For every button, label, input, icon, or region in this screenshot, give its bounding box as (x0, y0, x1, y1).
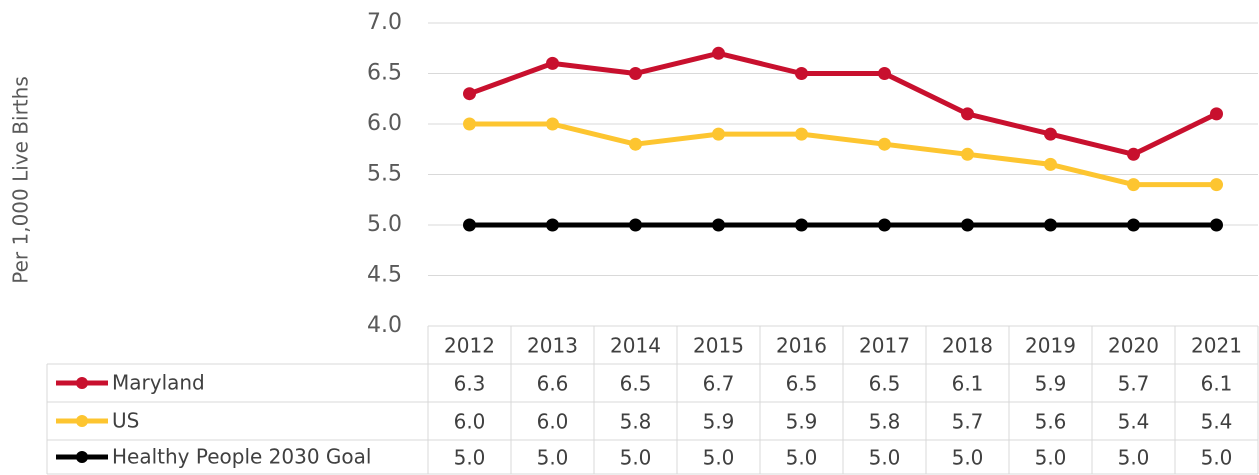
table-value: 5.0 (537, 446, 569, 470)
series-marker (1044, 127, 1057, 141)
table-value: 5.0 (703, 446, 735, 470)
series-marker (795, 127, 808, 141)
legend-marker (76, 377, 88, 389)
table-value: 5.9 (786, 410, 818, 434)
x-tick-label: 2014 (610, 334, 661, 358)
series-marker (463, 87, 476, 101)
table-value: 5.0 (786, 446, 818, 470)
series-marker (795, 67, 808, 80)
table-value: 5.7 (952, 410, 984, 434)
table-value: 5.0 (1118, 446, 1150, 470)
legend-marker (76, 415, 88, 427)
table-value: 5.8 (869, 410, 901, 434)
y-tick-label: 4.0 (367, 313, 402, 338)
series-marker (463, 218, 476, 232)
table-value: 5.4 (1201, 410, 1233, 434)
x-tick-label: 2021 (1191, 334, 1242, 358)
series-marker (546, 218, 559, 232)
series-marker (1044, 218, 1057, 232)
table-value: 5.0 (454, 446, 486, 470)
series-marker (1210, 107, 1223, 121)
series-marker (1210, 218, 1223, 232)
table-value: 5.6 (1035, 410, 1067, 434)
series-marker (629, 218, 642, 232)
series-marker (1127, 178, 1140, 192)
y-tick-label: 6.0 (367, 111, 402, 136)
series-marker (878, 218, 891, 232)
series-marker (712, 218, 725, 232)
table-value: 5.8 (620, 410, 652, 434)
series-marker (1210, 178, 1223, 192)
x-tick-label: 2019 (1025, 334, 1076, 358)
table-value: 6.0 (454, 410, 486, 434)
y-tick-label: 7.0 (367, 10, 402, 35)
series-marker (961, 147, 974, 161)
x-tick-label: 2020 (1108, 334, 1159, 358)
table-value: 5.0 (1201, 446, 1233, 470)
table-value: 5.9 (1035, 372, 1067, 396)
series-marker (712, 46, 725, 60)
y-tick-label: 4.5 (367, 263, 402, 288)
table-value: 6.5 (620, 372, 652, 396)
legend-label: Maryland (112, 371, 205, 395)
table-value: 5.4 (1118, 410, 1150, 434)
table-value: 6.0 (537, 410, 569, 434)
series-marker (961, 218, 974, 232)
y-tick-label: 6.5 (367, 61, 402, 86)
series-marker (629, 137, 642, 151)
table-value: 6.5 (869, 372, 901, 396)
x-tick-label: 2018 (942, 334, 993, 358)
legend-label: Healthy People 2030 Goal (112, 445, 371, 469)
table-value: 5.0 (620, 446, 652, 470)
series-marker (546, 56, 559, 70)
series-marker (878, 67, 891, 80)
y-tick-label: 5.0 (367, 212, 402, 237)
legend-marker (76, 451, 88, 463)
table-value: 5.0 (869, 446, 901, 470)
series-marker (712, 127, 725, 141)
table-value: 5.9 (703, 410, 735, 434)
series-marker (961, 107, 974, 121)
series-marker (795, 218, 808, 232)
table-value: 6.6 (537, 372, 569, 396)
series-marker (546, 117, 559, 131)
table-value: 5.0 (1035, 446, 1067, 470)
x-tick-label: 2015 (693, 334, 744, 358)
x-tick-label: 2016 (776, 334, 827, 358)
table-value: 6.3 (454, 372, 486, 396)
series-line (468, 50, 1218, 157)
table-value: 5.7 (1118, 372, 1150, 396)
series-marker (1127, 147, 1140, 161)
table-value: 6.1 (1201, 372, 1233, 396)
series-marker (1044, 157, 1057, 171)
y-tick-label: 5.5 (367, 162, 402, 187)
series-marker (463, 117, 476, 131)
table-value: 6.1 (952, 372, 984, 396)
series-line (469, 121, 1217, 188)
series-marker (629, 67, 642, 80)
table-value: 6.5 (786, 372, 818, 396)
x-tick-label: 2017 (859, 334, 910, 358)
x-tick-label: 2012 (444, 334, 495, 358)
x-tick-label: 2013 (527, 334, 578, 358)
table-value: 5.0 (952, 446, 984, 470)
series-marker (1127, 218, 1140, 232)
legend-label: US (112, 409, 139, 433)
y-axis-label: Per 1,000 Live Births (9, 76, 33, 283)
table-value: 6.7 (703, 372, 735, 396)
series-marker (878, 137, 891, 151)
